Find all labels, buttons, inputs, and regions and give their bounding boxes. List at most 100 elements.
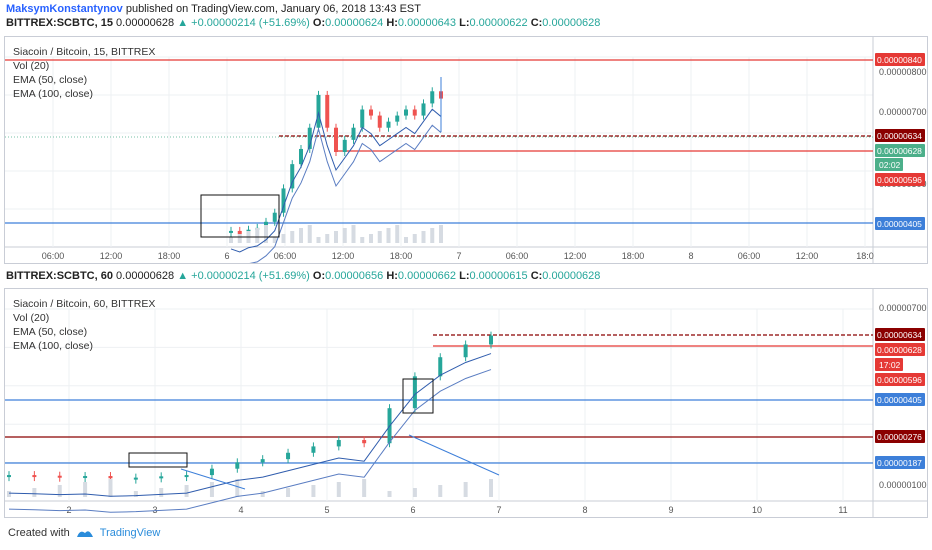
price-tag-label: 0.00000596: [877, 375, 922, 385]
price-tag-label: 0.00000628: [877, 146, 922, 156]
annotation-box: [402, 378, 434, 414]
x-tick-label: 18:00: [158, 251, 181, 261]
volume-bar: [264, 225, 268, 243]
x-tick-label: 8: [582, 505, 587, 515]
candle-body: [334, 127, 338, 152]
candle-body: [272, 212, 277, 222]
chart-pane-15m[interactable]: 06:00 12:00 18:00 6 06:00 12:00 18:00 7 06:00 12:…: [4, 36, 928, 264]
price-tag-label: 0.00000840: [877, 55, 922, 65]
ticker-close: 0.00000628: [116, 17, 175, 29]
candle-body: [159, 476, 164, 479]
candle-body: [57, 475, 62, 478]
volume-bar: [334, 231, 338, 243]
x-tick-label: 12:00: [564, 251, 587, 261]
volume-bar: [260, 491, 265, 497]
tradingview-logo-icon: [76, 531, 93, 537]
volume-bar: [159, 488, 164, 497]
up-arrow-icon: ▲: [177, 270, 189, 282]
ticker-change: +0.00000214 (+51.69%): [191, 17, 310, 29]
legend-ema100: EMA (100, close): [13, 88, 93, 100]
volume-bar: [255, 228, 260, 243]
ticker-line-2: BITTREX:SCBTC, 60 0.00000628 ▲ +0.000002…: [6, 270, 601, 282]
price-tag-label: 0.00000276: [877, 432, 922, 442]
volume-bar: [235, 479, 240, 497]
price-tag: [875, 358, 903, 371]
volume-bar: [489, 479, 493, 497]
legend-title: Siacoin / Bitcoin, 15, BITTREX: [13, 46, 156, 58]
chart-pane-60m[interactable]: 2 3 4 5 6 7 8 9 10 11 0.00000700 0.00000100 0.000006…: [4, 288, 928, 518]
price-tag-label: 02:02: [879, 160, 901, 170]
x-tick-label: 06:00: [506, 251, 529, 261]
candle-body: [377, 115, 382, 128]
candle-body: [281, 188, 286, 213]
volume-bar: [342, 228, 347, 243]
chart-canvas-15m[interactable]: 06:00 12:00 18:00 6 06:00 12:00 18:00 7 06:00 12:…: [5, 37, 927, 263]
volume-bar: [281, 234, 286, 243]
price-tag-label: 0.00000405: [877, 219, 922, 229]
ema-100-line: [249, 124, 442, 263]
volume-bar: [351, 225, 356, 243]
candle-body: [133, 477, 138, 480]
trend-line: [408, 434, 500, 476]
y-tick-label: 0.00000700: [879, 303, 927, 313]
price-tag-label: 0.00000634: [877, 131, 922, 141]
x-tick-label: 12:00: [100, 251, 123, 261]
candle-body: [386, 121, 391, 128]
annotation-box: [128, 452, 188, 468]
price-tag-label: 0.00000405: [877, 395, 922, 405]
candle-body: [463, 344, 468, 358]
volume-bar: [360, 237, 365, 243]
ticker-low: 0.00000622: [469, 17, 528, 29]
ticker-close: 0.00000628: [116, 270, 175, 282]
x-tick-label: 18:00: [622, 251, 645, 261]
price-tag: [875, 456, 925, 469]
price-tag: [875, 53, 925, 66]
price-tag: [875, 129, 925, 142]
chart-canvas-60m[interactable]: 2 3 4 5 6 7 8 9 10 110.000007000.000001000.000006…: [5, 289, 927, 517]
candle-body: [342, 139, 347, 152]
volume-bar: [439, 225, 443, 243]
price-tag: [875, 373, 925, 386]
volume-bar: [229, 237, 233, 243]
x-tick-label: 4: [238, 505, 243, 515]
candle-body: [299, 148, 303, 165]
volume-bar: [32, 488, 37, 497]
x-tick-label: 12:00: [332, 251, 355, 261]
candle-body: [369, 109, 373, 116]
candle-body: [290, 164, 295, 189]
ticker-high: 0.00000662: [397, 270, 457, 282]
candle-body: [362, 440, 367, 444]
candle-body: [237, 230, 242, 234]
ticker-symbol: BITTREX:SCBTC, 15: [6, 17, 113, 29]
volume-bar: [386, 228, 391, 243]
x-tick-label: 7: [496, 505, 501, 515]
tradingview-brand[interactable]: TradingView: [99, 527, 161, 539]
volume-bar: [412, 234, 417, 243]
ticker-low: 0.00000615: [469, 270, 528, 282]
legend-ema100: EMA (100, close): [13, 340, 93, 352]
up-arrow-icon: ▲: [177, 17, 189, 29]
x-tick-label: 18:00: [390, 251, 413, 261]
candle-body: [360, 109, 365, 128]
price-tag: [875, 173, 925, 186]
price-tag-label: 0.00000628: [877, 345, 922, 355]
author-link[interactable]: MaksymKonstantynov: [6, 3, 123, 15]
volume-bar: [463, 482, 468, 497]
ticker-close-c: 0.00000628: [542, 270, 601, 282]
y-tick-label: 0.00000800: [879, 67, 927, 77]
candle-body: [7, 475, 11, 478]
volume-bar: [209, 482, 214, 497]
volume-bar: [430, 228, 435, 243]
price-tag: [875, 217, 925, 230]
candle-body: [412, 376, 417, 409]
x-tick-label: 06:00: [42, 251, 65, 261]
x-tick-label: 18:0: [856, 251, 874, 261]
y-tick-label: 0.00000700: [879, 107, 927, 117]
price-tag: [875, 158, 903, 171]
volume-bar: [286, 488, 291, 497]
ema-100-line: [8, 369, 492, 513]
pane-legend: Siacoin / Bitcoin, 60, BITTREX Vol (20) …: [13, 297, 155, 353]
legend-vol: Vol (20): [13, 60, 50, 72]
volume-bar: [7, 491, 11, 497]
pane-legend: Siacoin / Bitcoin, 15, BITTREX Vol (20) …: [13, 45, 155, 101]
